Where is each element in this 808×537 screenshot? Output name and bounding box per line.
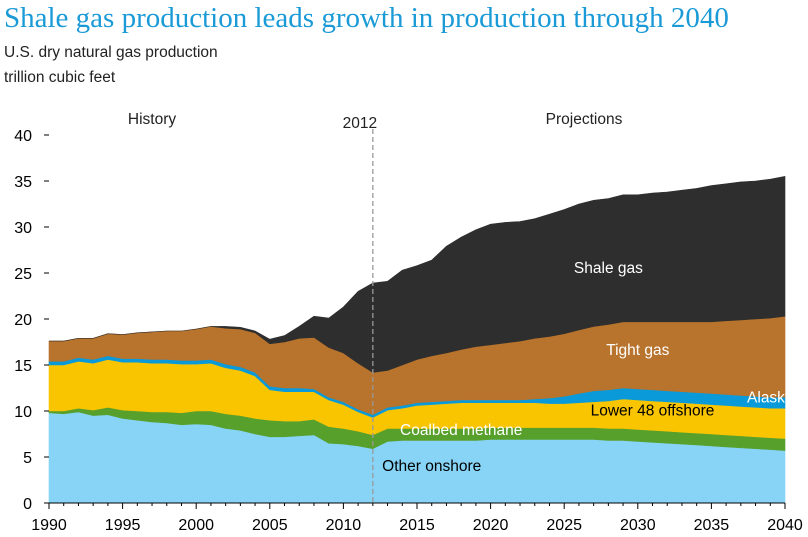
series-label-coalbed-methane: Coalbed methane	[400, 422, 522, 439]
y-tick-label: 20	[14, 312, 32, 329]
y-tick-label: 40	[14, 128, 32, 145]
x-tick-label: 2005	[252, 517, 288, 534]
x-tick-label: 2030	[620, 517, 656, 534]
series-label-other-onshore: Other onshore	[382, 458, 481, 475]
area-shale-gas	[49, 176, 786, 373]
series-label-shale-gas: Shale gas	[574, 260, 643, 277]
area-layers	[48, 176, 786, 504]
y-tick-label: 0	[23, 496, 32, 513]
x-tick-label: 1990	[31, 517, 67, 534]
y-tick-label: 25	[14, 266, 32, 283]
y-tick-label: 5	[23, 450, 32, 467]
series-label-alaska: Alaska	[747, 390, 794, 407]
x-tick-label: 2035	[694, 517, 730, 534]
y-tick-label: 30	[14, 220, 32, 237]
y-tick-label: 10	[14, 404, 32, 421]
projections-label: Projections	[546, 111, 623, 128]
x-tick-label: 2025	[546, 517, 582, 534]
y-tick-label: 35	[14, 174, 32, 191]
series-label-tight-gas: Tight gas	[606, 342, 669, 359]
series-labels: Other onshore Coalbed methane Lower 48 off…	[382, 260, 794, 475]
chart-title: Shale gas production leads growth in pro…	[4, 2, 729, 34]
x-tick-label: 2015	[399, 517, 435, 534]
x-tick-label: 2040	[767, 517, 803, 534]
chart-subtitle: U.S. dry natural gas production	[4, 44, 218, 61]
x-tick-label: 1995	[105, 517, 141, 534]
y-tick-label: 15	[14, 358, 32, 375]
x-tick-label: 2000	[178, 517, 214, 534]
history-label: History	[128, 111, 176, 128]
chart-units: trillion cubic feet	[4, 69, 116, 86]
x-tick-label: 2010	[326, 517, 362, 534]
x-tick-label: 2020	[473, 517, 509, 534]
divider-label: 2012	[343, 115, 377, 132]
series-label-lower-48-offshore: Lower 48 offshore	[591, 403, 715, 420]
